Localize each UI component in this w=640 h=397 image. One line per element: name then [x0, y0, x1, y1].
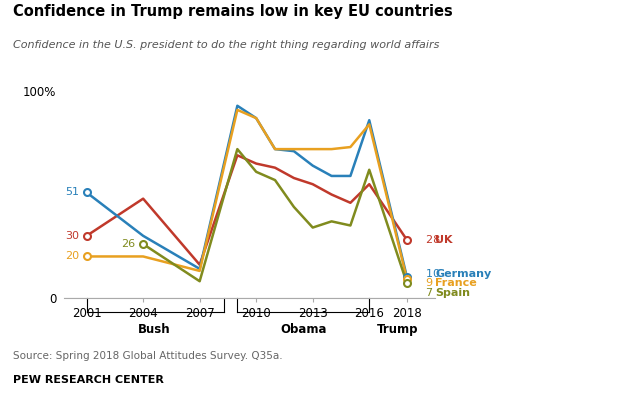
Text: 51: 51	[65, 187, 79, 197]
Text: Source: Spring 2018 Global Attitudes Survey. Q35a.: Source: Spring 2018 Global Attitudes Sur…	[13, 351, 282, 361]
Text: Bush: Bush	[138, 322, 171, 335]
Text: Spain: Spain	[435, 287, 470, 298]
Text: Obama: Obama	[280, 322, 326, 335]
Text: 10: 10	[426, 269, 444, 279]
Text: Confidence in the U.S. president to do the right thing regarding world affairs: Confidence in the U.S. president to do t…	[13, 40, 439, 50]
Text: PEW RESEARCH CENTER: PEW RESEARCH CENTER	[13, 375, 164, 385]
Text: 7: 7	[426, 287, 436, 298]
Text: Germany: Germany	[435, 269, 492, 279]
Text: 28: 28	[426, 235, 444, 245]
Text: France: France	[435, 278, 477, 288]
Text: 26: 26	[122, 239, 136, 249]
Text: 20: 20	[65, 251, 79, 262]
Text: UK: UK	[435, 235, 452, 245]
Text: 9: 9	[426, 278, 436, 288]
Text: 30: 30	[65, 231, 79, 241]
Text: Confidence in Trump remains low in key EU countries: Confidence in Trump remains low in key E…	[13, 4, 452, 19]
Text: Trump: Trump	[377, 322, 419, 335]
